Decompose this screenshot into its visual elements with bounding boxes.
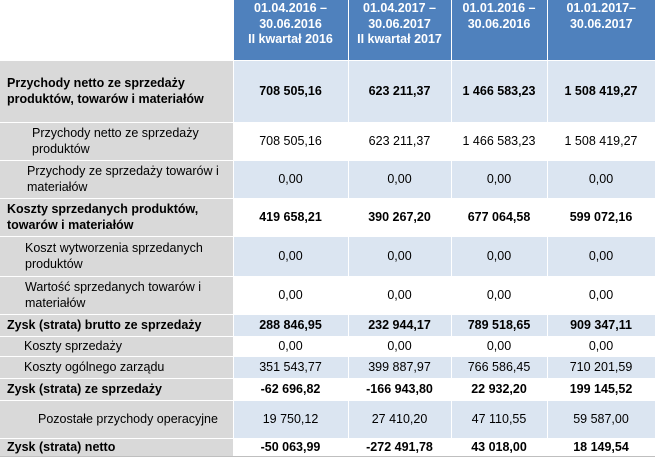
row-value: 0,00 bbox=[348, 159, 452, 198]
table-row: Zysk (strata) netto -50 063,99 -272 491,… bbox=[0, 437, 655, 457]
row-value: 0,00 bbox=[348, 335, 452, 356]
row-label: Przychody netto ze sprzedaży produktów bbox=[0, 121, 234, 160]
row-value: 419 658,21 bbox=[233, 197, 349, 236]
table-row: Przychody netto ze sprzedaży produktów, … bbox=[0, 59, 655, 122]
row-value: 1 466 583,23 bbox=[451, 59, 548, 122]
table-row: Pozostałe przychody operacyjne 19 750,12… bbox=[0, 399, 655, 438]
table-row: Przychody netto ze sprzedaży produktów 7… bbox=[0, 121, 655, 160]
table-row: Przychody ze sprzedaży towarów i materia… bbox=[0, 159, 655, 198]
table-row: Wartość sprzedanych towarów i materiałów… bbox=[0, 275, 655, 314]
row-value: 0,00 bbox=[451, 275, 548, 314]
table-row: Koszty ogólnego zarządu 351 543,77 399 8… bbox=[0, 355, 655, 378]
row-value: 199 145,52 bbox=[547, 377, 655, 400]
row-label: Pozostałe przychody operacyjne bbox=[0, 399, 234, 438]
row-value: 0,00 bbox=[348, 275, 452, 314]
row-value: 0,00 bbox=[348, 235, 452, 276]
row-label: Wartość sprzedanych towarów i materiałów bbox=[0, 275, 234, 314]
table-row: Zysk (strata) brutto ze sprzedaży 288 84… bbox=[0, 313, 655, 336]
row-value: 0,00 bbox=[233, 335, 349, 356]
row-value: 1 508 419,27 bbox=[547, 121, 655, 160]
row-value: 1 508 419,27 bbox=[547, 59, 655, 122]
row-value: -50 063,99 bbox=[233, 437, 349, 457]
row-value: 599 072,16 bbox=[547, 197, 655, 236]
row-value: 0,00 bbox=[233, 275, 349, 314]
row-value: 0,00 bbox=[451, 235, 548, 276]
row-label: Koszty ogólnego zarządu bbox=[0, 355, 234, 378]
row-value: -166 943,80 bbox=[348, 377, 452, 400]
row-value: 399 887,97 bbox=[348, 355, 452, 378]
row-value: 22 932,20 bbox=[451, 377, 548, 400]
row-value: 59 587,00 bbox=[547, 399, 655, 438]
header-h1-2016: 01.01.2016 –30.06.2016 bbox=[451, 0, 548, 60]
row-value: 0,00 bbox=[451, 335, 548, 356]
row-value: 0,00 bbox=[451, 159, 548, 198]
row-value: 0,00 bbox=[547, 275, 655, 314]
row-value: 43 018,00 bbox=[451, 437, 548, 457]
row-value: 18 149,54 bbox=[547, 437, 655, 457]
row-value: 0,00 bbox=[233, 235, 349, 276]
header-q2-2016: 01.04.2016 –30.06.2016 II kwartał 2016 bbox=[233, 0, 349, 60]
row-value: 288 846,95 bbox=[233, 313, 349, 336]
row-value: -272 491,78 bbox=[348, 437, 452, 457]
row-value: 390 267,20 bbox=[348, 197, 452, 236]
row-value: 623 211,37 bbox=[348, 59, 452, 122]
row-value: 27 410,20 bbox=[348, 399, 452, 438]
row-label: Zysk (strata) brutto ze sprzedaży bbox=[0, 313, 234, 336]
row-label: Koszt wytworzenia sprzedanych produktów bbox=[0, 235, 234, 276]
row-value: 623 211,37 bbox=[348, 121, 452, 160]
row-value: 0,00 bbox=[547, 235, 655, 276]
row-value: 19 750,12 bbox=[233, 399, 349, 438]
row-value: 0,00 bbox=[547, 335, 655, 356]
header-h1-2017: 01.01.2017– 30.06.2017 bbox=[547, 0, 655, 60]
row-value: 710 201,59 bbox=[547, 355, 655, 378]
row-value: 677 064,58 bbox=[451, 197, 548, 236]
row-label: Zysk (strata) netto bbox=[0, 437, 234, 457]
row-value: 0,00 bbox=[547, 159, 655, 198]
row-value: 708 505,16 bbox=[233, 59, 349, 122]
header-q2-2017: 01.04.2017 –30.06.2017 II kwartał 2017 bbox=[348, 0, 452, 60]
table-row: Koszt wytworzenia sprzedanych produktów … bbox=[0, 235, 655, 276]
table-row: Zysk (strata) ze sprzedaży -62 696,82 -1… bbox=[0, 377, 655, 400]
row-value: 1 466 583,23 bbox=[451, 121, 548, 160]
row-value: 47 110,55 bbox=[451, 399, 548, 438]
row-label: Przychody ze sprzedaży towarów i materia… bbox=[0, 159, 234, 198]
header-corner bbox=[0, 0, 234, 60]
table-row: Koszty sprzedaży 0,00 0,00 0,00 0,00 bbox=[0, 335, 655, 356]
header-row: 01.04.2016 –30.06.2016 II kwartał 2016 01… bbox=[0, 0, 655, 60]
row-value: 909 347,11 bbox=[547, 313, 655, 336]
row-label: Koszty sprzedaży bbox=[0, 335, 234, 356]
row-value: 789 518,65 bbox=[451, 313, 548, 336]
row-label: Zysk (strata) ze sprzedaży bbox=[0, 377, 234, 400]
row-value: 0,00 bbox=[233, 159, 349, 198]
row-label: Koszty sprzedanych produktów, towarów i … bbox=[0, 197, 234, 236]
table-row: Koszty sprzedanych produktów, towarów i … bbox=[0, 197, 655, 236]
row-value: 351 543,77 bbox=[233, 355, 349, 378]
row-value: 232 944,17 bbox=[348, 313, 452, 336]
row-label: Przychody netto ze sprzedaży produktów, … bbox=[0, 59, 234, 122]
row-value: -62 696,82 bbox=[233, 377, 349, 400]
row-value: 708 505,16 bbox=[233, 121, 349, 160]
row-value: 766 586,45 bbox=[451, 355, 548, 378]
